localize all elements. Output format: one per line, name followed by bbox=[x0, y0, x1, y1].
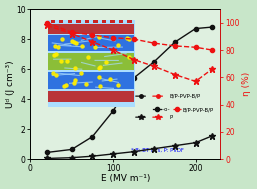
X-axis label: E (MV m⁻¹): E (MV m⁻¹) bbox=[101, 174, 150, 184]
Text: B/P-PVP-B/P: B/P-PVP-B/P bbox=[169, 94, 200, 99]
Text: P: P bbox=[169, 115, 172, 120]
Y-axis label: Uᵈ (J cm⁻³): Uᵈ (J cm⁻³) bbox=[6, 60, 15, 108]
Y-axis label: η (%): η (%) bbox=[242, 72, 251, 96]
Text: * B: BT NFs, P: PVDF: * B: BT NFs, P: PVDF bbox=[131, 148, 184, 153]
